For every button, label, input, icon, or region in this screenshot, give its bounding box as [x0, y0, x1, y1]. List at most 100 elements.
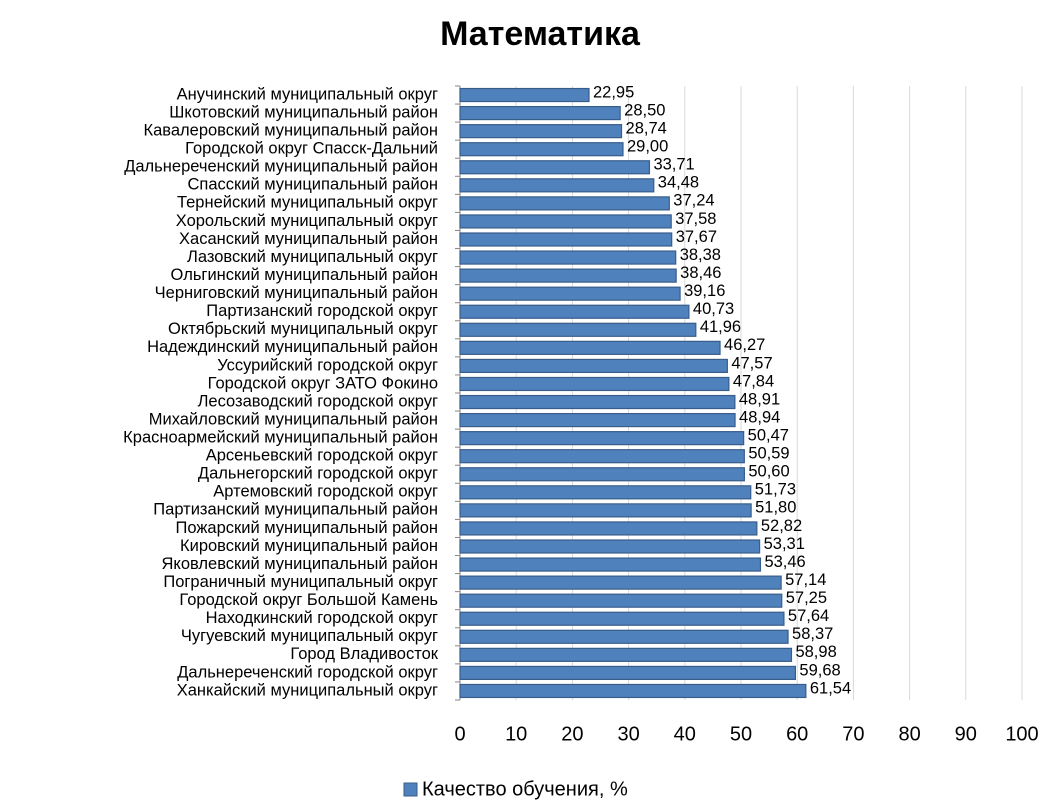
bar: [459, 376, 730, 392]
bar: [459, 358, 728, 374]
legend-label: Качество обучения, %: [422, 778, 628, 800]
bar: [459, 611, 785, 626]
data-label: 46,27: [724, 336, 765, 354]
bar: [459, 268, 677, 283]
y-tick-label: Дальнереченский городской округ: [177, 663, 438, 681]
y-tick-label: Спасский муниципальный район: [187, 176, 438, 194]
y-tick-label: Уссурийский городской округ: [217, 356, 438, 374]
y-tick-label: Кавалеровский муниципальный район: [143, 122, 438, 140]
data-label: 58,98: [795, 643, 836, 661]
y-tick-label: Городской округ ЗАТО Фокино: [208, 374, 438, 392]
y-tick-label: Анучинский муниципальный округ: [177, 85, 438, 103]
data-label: 50,60: [748, 463, 789, 481]
bar: [459, 250, 677, 265]
data-label: 58,37: [792, 625, 833, 643]
data-label: 22,95: [593, 83, 634, 101]
bar: [459, 286, 681, 301]
x-tick-label: 90: [955, 723, 977, 745]
data-label: 61,54: [810, 679, 851, 697]
data-label: 39,16: [684, 282, 725, 300]
bar: [459, 394, 736, 410]
data-label: 41,96: [700, 318, 741, 336]
bar: [459, 322, 697, 337]
legend-swatch: [403, 782, 418, 797]
x-tick-label: 80: [898, 723, 920, 745]
y-tick-label: Надеждинский муниципальный район: [147, 338, 438, 356]
data-label: 37,24: [673, 192, 714, 210]
bar: [459, 105, 621, 121]
bar: [459, 503, 752, 518]
y-tick-label: Дальнегорский городской округ: [198, 465, 438, 483]
data-label: 59,68: [799, 661, 840, 679]
y-tick-label: Михайловский муниципальный район: [149, 410, 438, 428]
bar: [459, 557, 762, 572]
y-tick-label: Ольгинский муниципальный район: [171, 266, 438, 284]
x-tick-label: 70: [842, 723, 864, 745]
bar: [459, 142, 624, 157]
data-label: 57,14: [785, 571, 826, 589]
data-label: 37,58: [675, 210, 716, 228]
bar: [459, 340, 721, 355]
data-label: 33,71: [653, 156, 694, 174]
bar: [459, 178, 655, 193]
bar: [459, 485, 752, 500]
data-label: 37,67: [676, 228, 717, 246]
bar: [459, 232, 673, 247]
bar: [459, 665, 797, 681]
x-tick-label: 20: [561, 723, 583, 745]
data-label: 38,46: [680, 264, 721, 282]
y-tick-label: Находкинский городской округ: [206, 609, 438, 627]
bar: [459, 683, 807, 699]
data-label: 34,48: [658, 174, 699, 192]
y-tick-label: Пожарский муниципальный район: [176, 519, 438, 537]
data-label: 48,91: [739, 390, 780, 408]
bar: [459, 449, 745, 464]
x-tick-label: 0: [454, 723, 465, 745]
data-label: 57,64: [788, 607, 829, 625]
data-label: 53,31: [764, 535, 805, 553]
y-tick-label: Городской округ Большой Камень: [179, 591, 438, 609]
data-label: 53,46: [764, 553, 805, 571]
y-tick-label: Партизанский городской округ: [206, 302, 438, 320]
bar: [459, 539, 761, 554]
bar: [459, 521, 758, 536]
bar: [459, 467, 745, 482]
bar: [459, 304, 690, 319]
x-tick-label: 60: [786, 723, 808, 745]
bar: [459, 196, 670, 211]
bar: [459, 124, 623, 139]
y-tick-label: Красноармейский муниципальный район: [123, 429, 438, 447]
data-label: 50,47: [748, 427, 789, 445]
y-tick-label: Хасанский муниципальный район: [179, 230, 438, 248]
y-tick-label: Лазовский муниципальный округ: [187, 248, 438, 266]
x-tick-label: 30: [617, 723, 639, 745]
data-label: 52,82: [761, 517, 802, 535]
y-tick-label: Черниговский муниципальный район: [155, 284, 438, 302]
y-tick-label: Чугуевский муниципальный округ: [181, 627, 438, 645]
bar: [459, 431, 745, 446]
y-tick-label: Шкотовский муниципальный район: [169, 103, 438, 121]
bar: [459, 87, 590, 103]
data-label: 38,38: [680, 246, 721, 264]
y-tick-label: Партизанский муниципальный район: [153, 501, 438, 519]
chart-title: Математика: [440, 15, 641, 53]
bar: [459, 214, 672, 229]
y-tick-label: Яковлевский муниципальный район: [162, 555, 439, 573]
x-tick-label: 50: [730, 723, 752, 745]
y-tick-label: Артемовский городской округ: [213, 483, 438, 501]
y-tick-label: Городской округ Спасск-Дальний: [185, 140, 438, 158]
bar: [459, 647, 793, 662]
y-tick-label: Ханкайский муниципальный округ: [177, 681, 438, 699]
y-tick-label: Арсеньевский городской округ: [206, 447, 438, 465]
x-tick-label: 10: [505, 723, 527, 745]
data-label: 57,25: [786, 589, 827, 607]
data-label: 48,94: [739, 408, 780, 426]
bar: [459, 593, 783, 608]
data-label: 47,57: [731, 354, 772, 372]
y-tick-label: Октябрьский муниципальный округ: [168, 320, 438, 338]
y-tick-label: Дальнереченский муниципальный район: [124, 158, 438, 176]
data-label: 40,73: [693, 300, 734, 318]
bar: [459, 412, 736, 428]
y-tick-label: Тернейский муниципальный округ: [177, 194, 438, 212]
